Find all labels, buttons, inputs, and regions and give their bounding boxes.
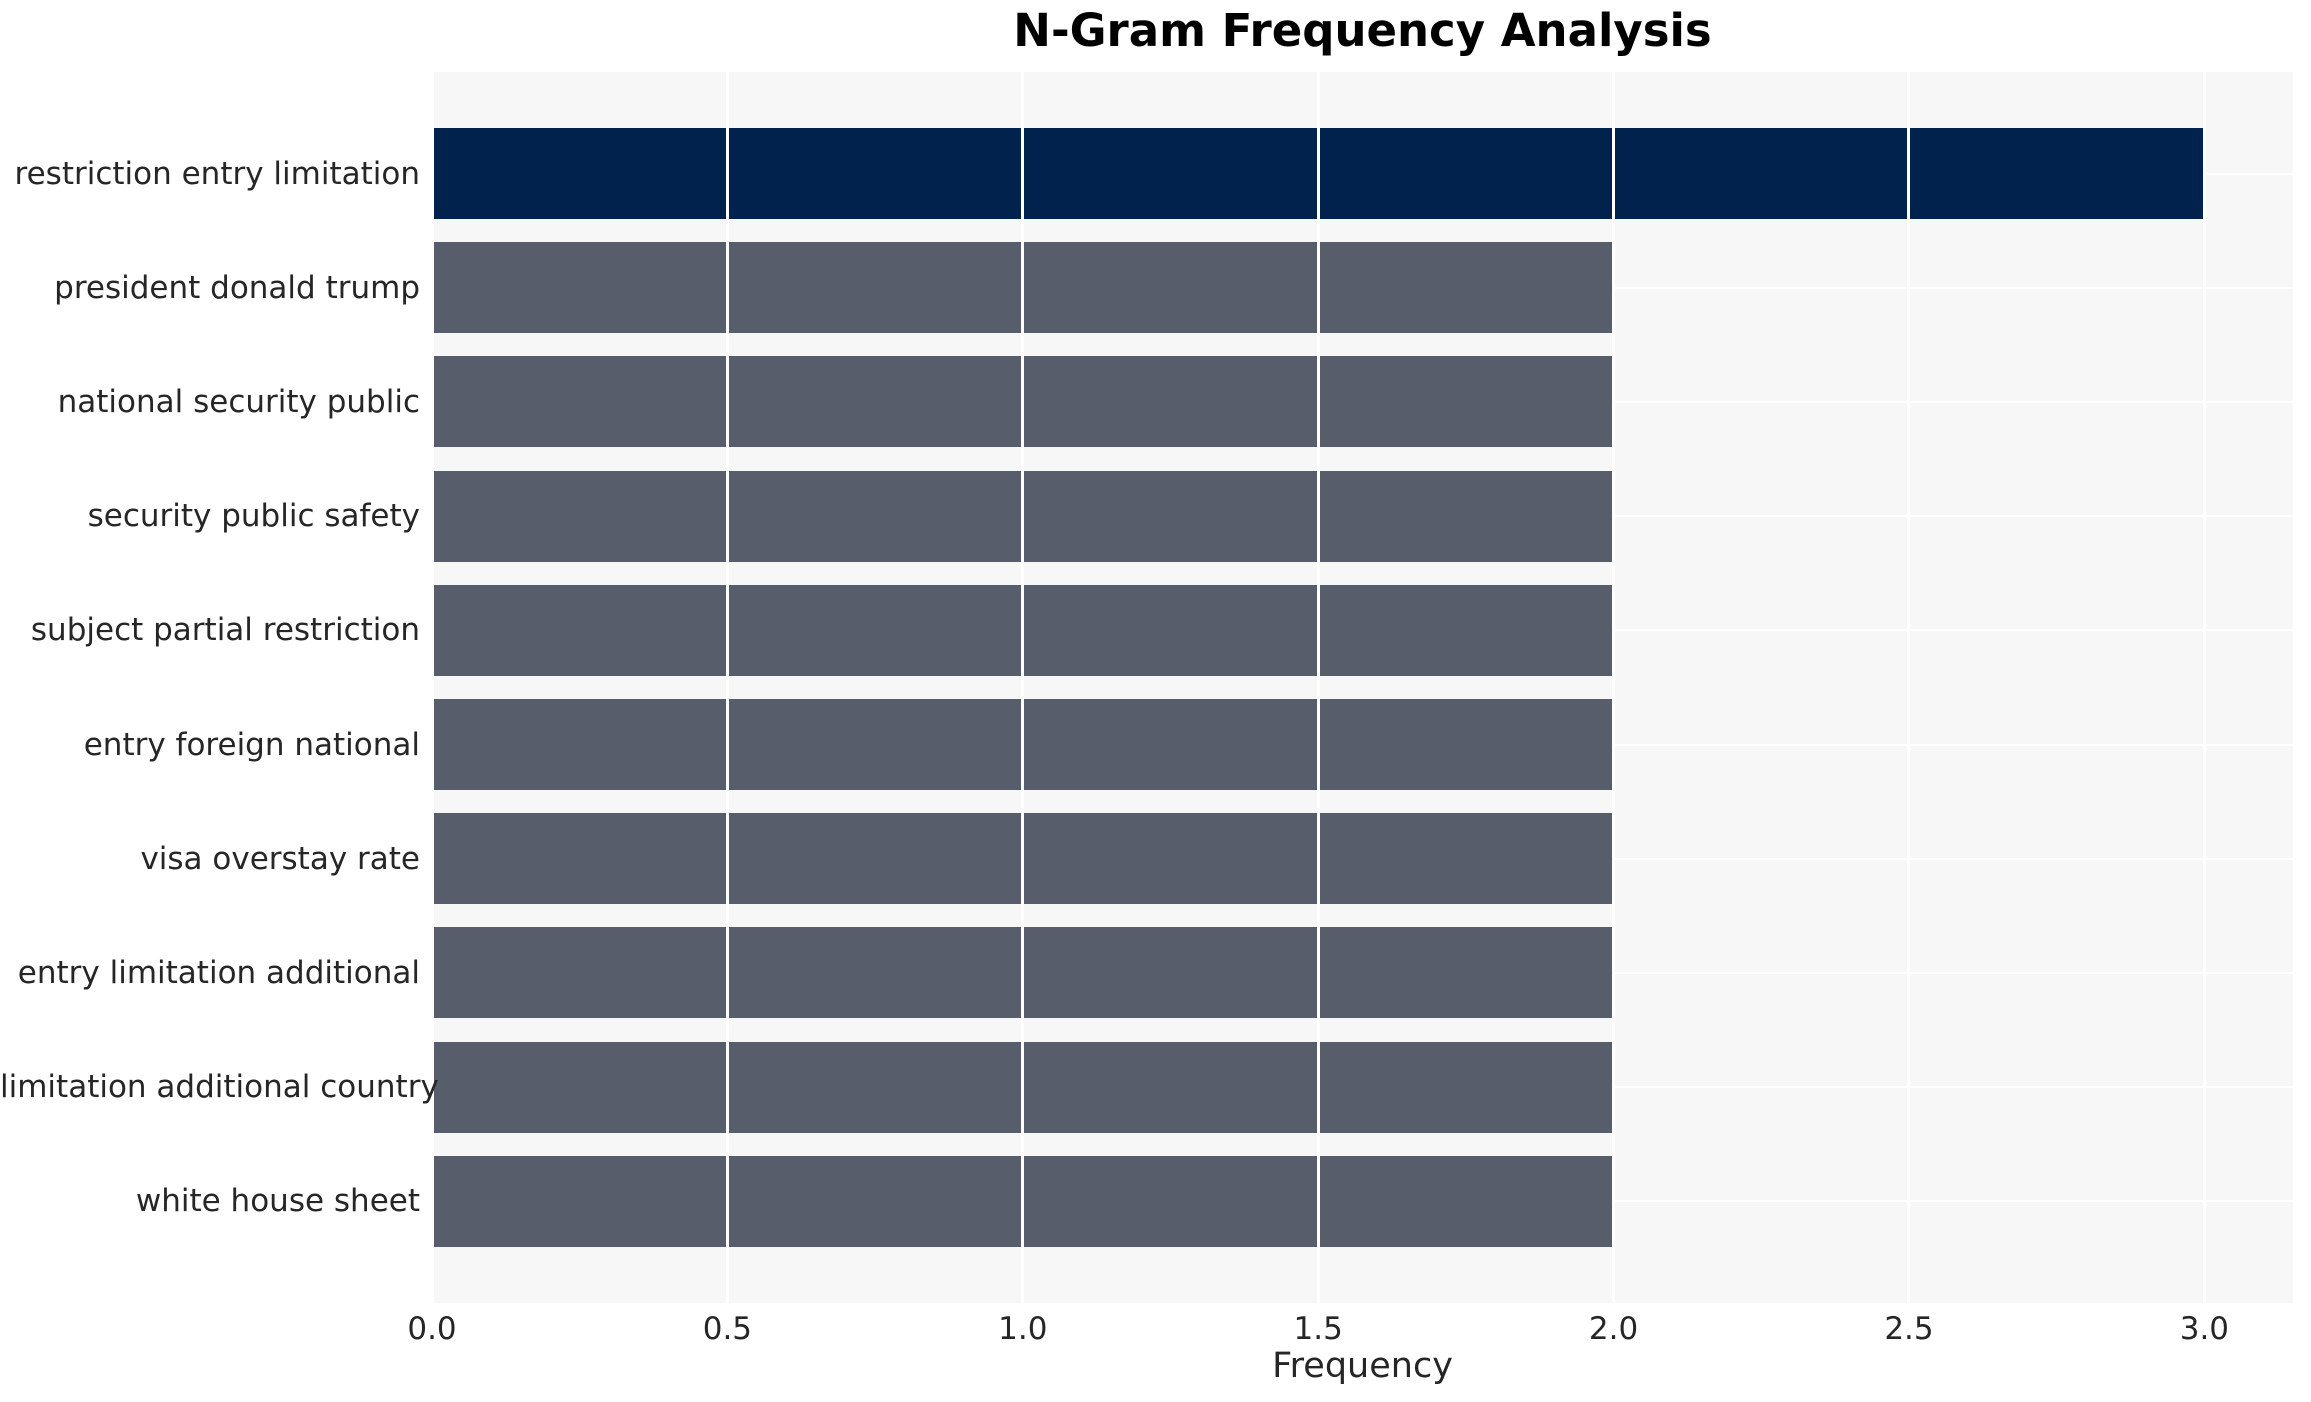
gridline-vertical <box>1907 72 1911 1303</box>
y-axis-label: white house sheet <box>135 1183 420 1220</box>
y-axis-label: restriction entry limitation <box>14 155 420 192</box>
gridline-vertical <box>1021 72 1025 1303</box>
plot-area <box>430 72 2293 1303</box>
y-axis-label: security public safety <box>87 498 420 535</box>
x-tick-label: 1.0 <box>998 1311 1048 1347</box>
gridline-vertical <box>1316 72 1320 1303</box>
gridline-vertical <box>725 72 729 1303</box>
y-axis-label: subject partial restriction <box>30 612 420 649</box>
x-tick-label: 1.5 <box>1293 1311 1343 1347</box>
gridline-vertical <box>2202 72 2206 1303</box>
x-tick-label: 3.0 <box>2179 1311 2230 1347</box>
x-tick-label: 0.0 <box>407 1311 457 1347</box>
y-axis-label: entry limitation additional <box>17 954 420 991</box>
gridline-vertical <box>1612 72 1616 1303</box>
y-axis-label: limitation additional country <box>0 1069 439 1106</box>
y-axis-label: national security public <box>57 383 420 420</box>
x-tick-label: 2.5 <box>1884 1311 1934 1347</box>
y-axis-label: entry foreign national <box>83 726 420 763</box>
gridline-vertical <box>430 72 434 1303</box>
x-tick-label: 0.5 <box>702 1311 753 1347</box>
chart-title: N-Gram Frequency Analysis <box>1013 4 1712 57</box>
y-axis-label: president donald trump <box>54 269 420 306</box>
x-axis-title: Frequency <box>1272 1346 1453 1386</box>
x-tick-label: 2.0 <box>1588 1311 1639 1347</box>
y-axis-label: visa overstay rate <box>140 840 420 877</box>
